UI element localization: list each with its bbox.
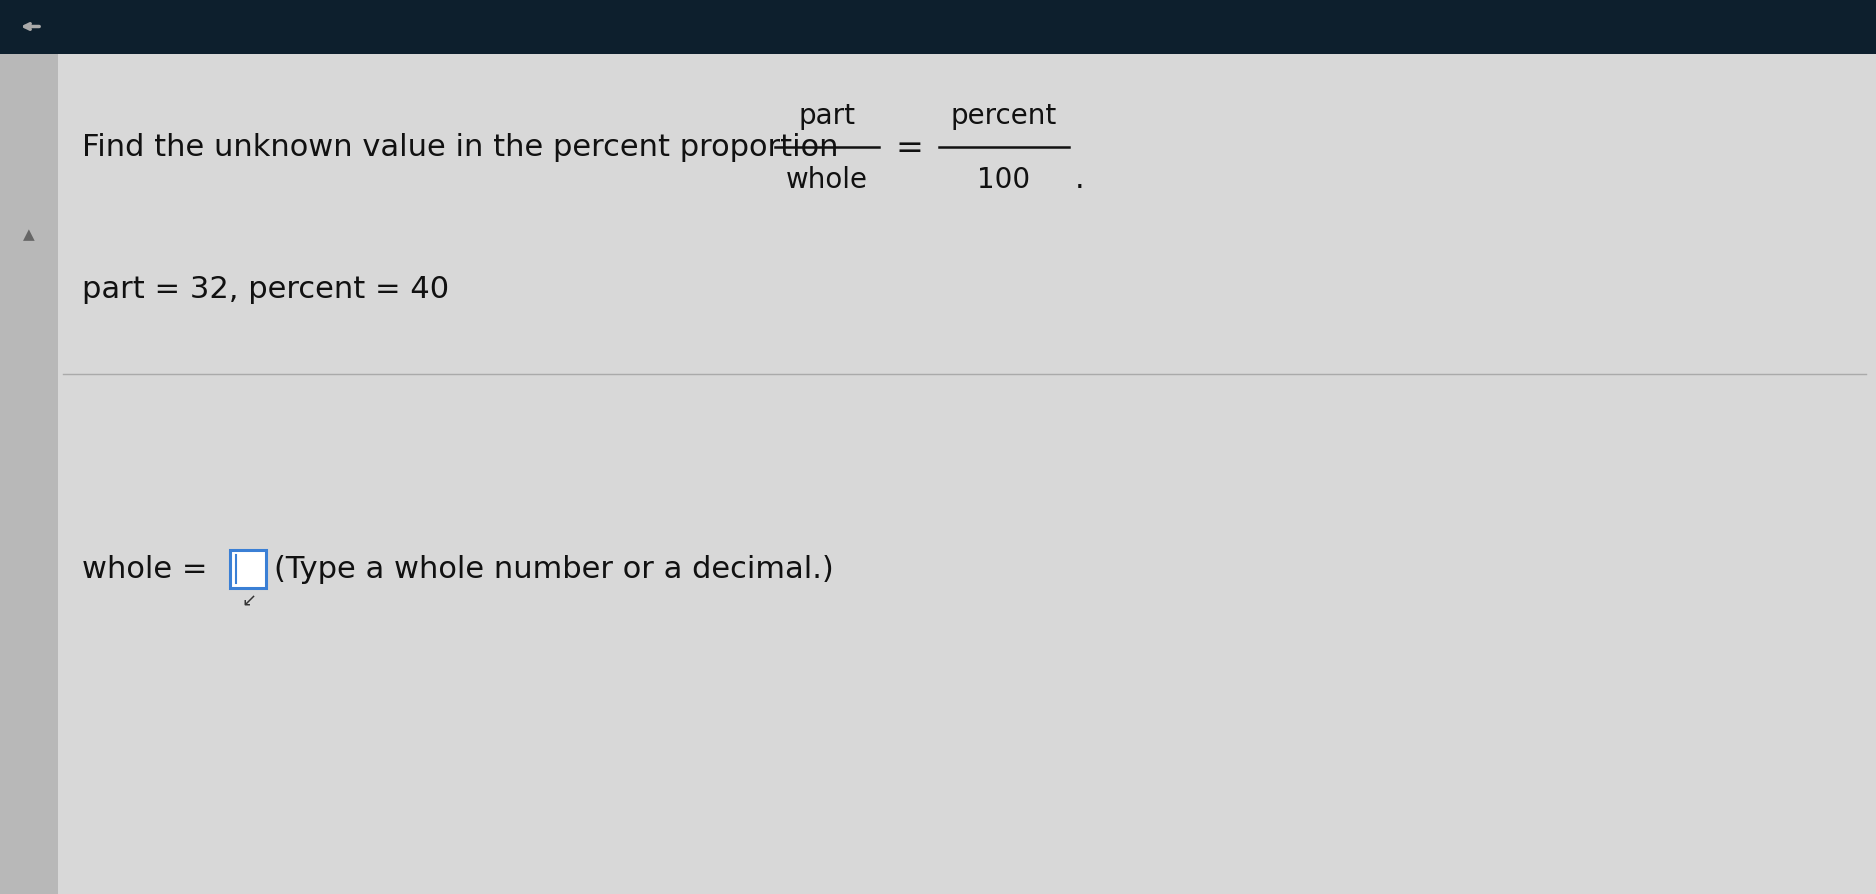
Text: ▲: ▲ — [23, 227, 36, 242]
Text: percent: percent — [951, 102, 1056, 130]
Text: .: . — [1075, 165, 1084, 194]
Text: 100: 100 — [977, 165, 1030, 194]
Text: ↙: ↙ — [242, 593, 257, 611]
Text: part: part — [799, 102, 855, 130]
Text: Find the unknown value in the percent proportion: Find the unknown value in the percent pr… — [83, 133, 839, 163]
Text: whole =: whole = — [83, 555, 218, 584]
Bar — [231, 551, 266, 588]
Text: (Type a whole number or a decimal.): (Type a whole number or a decimal.) — [274, 555, 833, 584]
Bar — [0, 55, 58, 894]
Text: part = 32, percent = 40: part = 32, percent = 40 — [83, 275, 448, 304]
Text: whole: whole — [786, 165, 869, 194]
Bar — [0, 0, 1876, 55]
Text: =: = — [895, 131, 923, 164]
